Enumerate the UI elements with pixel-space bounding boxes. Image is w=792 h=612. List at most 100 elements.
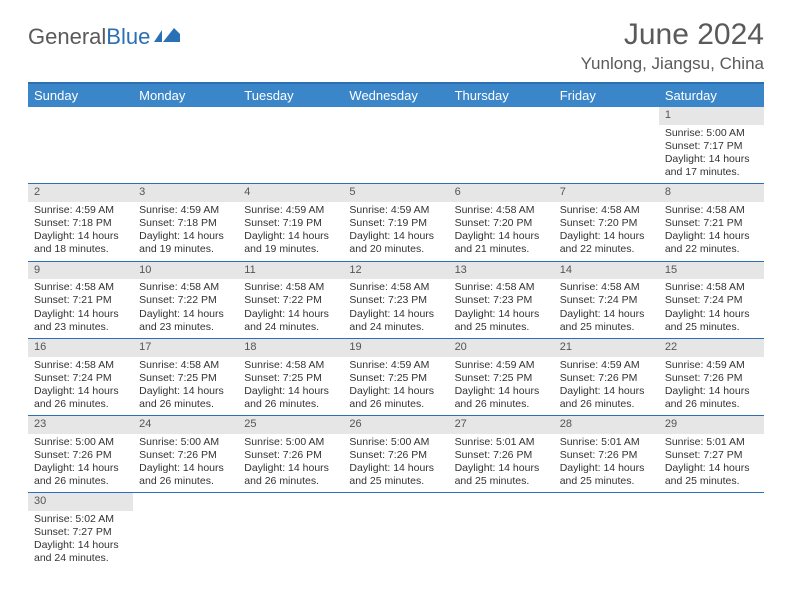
day-number: 9 [28, 262, 133, 280]
day-cell: 16Sunrise: 4:58 AMSunset: 7:24 PMDayligh… [28, 338, 133, 415]
day-cell: 19Sunrise: 4:59 AMSunset: 7:25 PMDayligh… [343, 338, 448, 415]
day-number: 26 [343, 416, 448, 434]
day-body: Sunrise: 4:58 AMSunset: 7:22 PMDaylight:… [238, 279, 343, 338]
calendar-body: 1Sunrise: 5:00 AMSunset: 7:17 PMDaylight… [28, 107, 764, 570]
day-number: 29 [659, 416, 764, 434]
day-number: 6 [449, 184, 554, 202]
day-number: 11 [238, 262, 343, 280]
day-cell: 26Sunrise: 5:00 AMSunset: 7:26 PMDayligh… [343, 416, 448, 493]
day-body: Sunrise: 4:58 AMSunset: 7:21 PMDaylight:… [28, 279, 133, 338]
empty-cell [343, 107, 448, 184]
empty-cell [554, 107, 659, 184]
day-cell: 22Sunrise: 4:59 AMSunset: 7:26 PMDayligh… [659, 338, 764, 415]
calendar-row: 16Sunrise: 4:58 AMSunset: 7:24 PMDayligh… [28, 338, 764, 415]
empty-cell [659, 493, 764, 570]
day-cell: 29Sunrise: 5:01 AMSunset: 7:27 PMDayligh… [659, 416, 764, 493]
day-cell: 5Sunrise: 4:59 AMSunset: 7:19 PMDaylight… [343, 184, 448, 261]
day-cell: 3Sunrise: 4:59 AMSunset: 7:18 PMDaylight… [133, 184, 238, 261]
title-block: June 2024 Yunlong, Jiangsu, China [581, 18, 764, 74]
empty-cell [28, 107, 133, 184]
day-body: Sunrise: 4:59 AMSunset: 7:18 PMDaylight:… [133, 202, 238, 261]
day-cell: 21Sunrise: 4:59 AMSunset: 7:26 PMDayligh… [554, 338, 659, 415]
empty-cell [554, 493, 659, 570]
day-body: Sunrise: 4:58 AMSunset: 7:24 PMDaylight:… [28, 357, 133, 416]
empty-cell [449, 493, 554, 570]
empty-cell [343, 493, 448, 570]
month-title: June 2024 [581, 18, 764, 52]
day-cell: 28Sunrise: 5:01 AMSunset: 7:26 PMDayligh… [554, 416, 659, 493]
day-number: 12 [343, 262, 448, 280]
empty-cell [238, 107, 343, 184]
brand-logo: GeneralBlue [28, 18, 180, 50]
day-number: 23 [28, 416, 133, 434]
day-body: Sunrise: 5:01 AMSunset: 7:26 PMDaylight:… [449, 434, 554, 493]
day-body: Sunrise: 4:58 AMSunset: 7:24 PMDaylight:… [554, 279, 659, 338]
day-body: Sunrise: 4:58 AMSunset: 7:20 PMDaylight:… [554, 202, 659, 261]
day-body: Sunrise: 4:59 AMSunset: 7:18 PMDaylight:… [28, 202, 133, 261]
day-cell: 14Sunrise: 4:58 AMSunset: 7:24 PMDayligh… [554, 261, 659, 338]
day-number: 18 [238, 339, 343, 357]
weekday-row: SundayMondayTuesdayWednesdayThursdayFrid… [28, 83, 764, 107]
day-body: Sunrise: 4:59 AMSunset: 7:26 PMDaylight:… [659, 357, 764, 416]
day-cell: 6Sunrise: 4:58 AMSunset: 7:20 PMDaylight… [449, 184, 554, 261]
day-body: Sunrise: 4:58 AMSunset: 7:22 PMDaylight:… [133, 279, 238, 338]
day-number: 5 [343, 184, 448, 202]
day-number: 14 [554, 262, 659, 280]
day-number: 20 [449, 339, 554, 357]
day-number: 13 [449, 262, 554, 280]
calendar-row: 30Sunrise: 5:02 AMSunset: 7:27 PMDayligh… [28, 493, 764, 570]
weekday-header: Saturday [659, 83, 764, 107]
calendar-row: 9Sunrise: 4:58 AMSunset: 7:21 PMDaylight… [28, 261, 764, 338]
day-cell: 15Sunrise: 4:58 AMSunset: 7:24 PMDayligh… [659, 261, 764, 338]
calendar-table: SundayMondayTuesdayWednesdayThursdayFrid… [28, 82, 764, 570]
day-body: Sunrise: 5:00 AMSunset: 7:26 PMDaylight:… [28, 434, 133, 493]
day-body: Sunrise: 5:01 AMSunset: 7:26 PMDaylight:… [554, 434, 659, 493]
day-body: Sunrise: 4:58 AMSunset: 7:21 PMDaylight:… [659, 202, 764, 261]
day-cell: 10Sunrise: 4:58 AMSunset: 7:22 PMDayligh… [133, 261, 238, 338]
day-body: Sunrise: 4:59 AMSunset: 7:25 PMDaylight:… [343, 357, 448, 416]
day-number: 3 [133, 184, 238, 202]
day-cell: 4Sunrise: 4:59 AMSunset: 7:19 PMDaylight… [238, 184, 343, 261]
day-body: Sunrise: 4:59 AMSunset: 7:26 PMDaylight:… [554, 357, 659, 416]
day-body: Sunrise: 5:00 AMSunset: 7:26 PMDaylight:… [133, 434, 238, 493]
empty-cell [133, 107, 238, 184]
weekday-header: Wednesday [343, 83, 448, 107]
location-label: Yunlong, Jiangsu, China [581, 54, 764, 74]
day-number: 21 [554, 339, 659, 357]
day-cell: 12Sunrise: 4:58 AMSunset: 7:23 PMDayligh… [343, 261, 448, 338]
day-cell: 2Sunrise: 4:59 AMSunset: 7:18 PMDaylight… [28, 184, 133, 261]
day-body: Sunrise: 4:58 AMSunset: 7:24 PMDaylight:… [659, 279, 764, 338]
weekday-header: Sunday [28, 83, 133, 107]
day-cell: 18Sunrise: 4:58 AMSunset: 7:25 PMDayligh… [238, 338, 343, 415]
day-number: 22 [659, 339, 764, 357]
day-cell: 9Sunrise: 4:58 AMSunset: 7:21 PMDaylight… [28, 261, 133, 338]
day-number: 16 [28, 339, 133, 357]
day-body: Sunrise: 4:58 AMSunset: 7:23 PMDaylight:… [449, 279, 554, 338]
day-number: 30 [28, 493, 133, 511]
day-number: 8 [659, 184, 764, 202]
day-body: Sunrise: 4:58 AMSunset: 7:20 PMDaylight:… [449, 202, 554, 261]
day-cell: 11Sunrise: 4:58 AMSunset: 7:22 PMDayligh… [238, 261, 343, 338]
weekday-header: Monday [133, 83, 238, 107]
day-number: 27 [449, 416, 554, 434]
day-cell: 20Sunrise: 4:59 AMSunset: 7:25 PMDayligh… [449, 338, 554, 415]
empty-cell [238, 493, 343, 570]
brand-part2: Blue [106, 24, 150, 50]
calendar-row: 1Sunrise: 5:00 AMSunset: 7:17 PMDaylight… [28, 107, 764, 184]
day-number: 1 [659, 107, 764, 125]
weekday-header: Tuesday [238, 83, 343, 107]
day-number: 17 [133, 339, 238, 357]
day-body: Sunrise: 5:01 AMSunset: 7:27 PMDaylight:… [659, 434, 764, 493]
day-number: 10 [133, 262, 238, 280]
day-cell: 17Sunrise: 4:58 AMSunset: 7:25 PMDayligh… [133, 338, 238, 415]
day-cell: 23Sunrise: 5:00 AMSunset: 7:26 PMDayligh… [28, 416, 133, 493]
empty-cell [133, 493, 238, 570]
day-cell: 30Sunrise: 5:02 AMSunset: 7:27 PMDayligh… [28, 493, 133, 570]
day-body: Sunrise: 5:00 AMSunset: 7:17 PMDaylight:… [659, 125, 764, 184]
day-cell: 8Sunrise: 4:58 AMSunset: 7:21 PMDaylight… [659, 184, 764, 261]
day-body: Sunrise: 5:00 AMSunset: 7:26 PMDaylight:… [343, 434, 448, 493]
brand-part1: General [28, 24, 106, 50]
calendar-row: 23Sunrise: 5:00 AMSunset: 7:26 PMDayligh… [28, 416, 764, 493]
day-body: Sunrise: 4:58 AMSunset: 7:25 PMDaylight:… [238, 357, 343, 416]
day-body: Sunrise: 5:00 AMSunset: 7:26 PMDaylight:… [238, 434, 343, 493]
